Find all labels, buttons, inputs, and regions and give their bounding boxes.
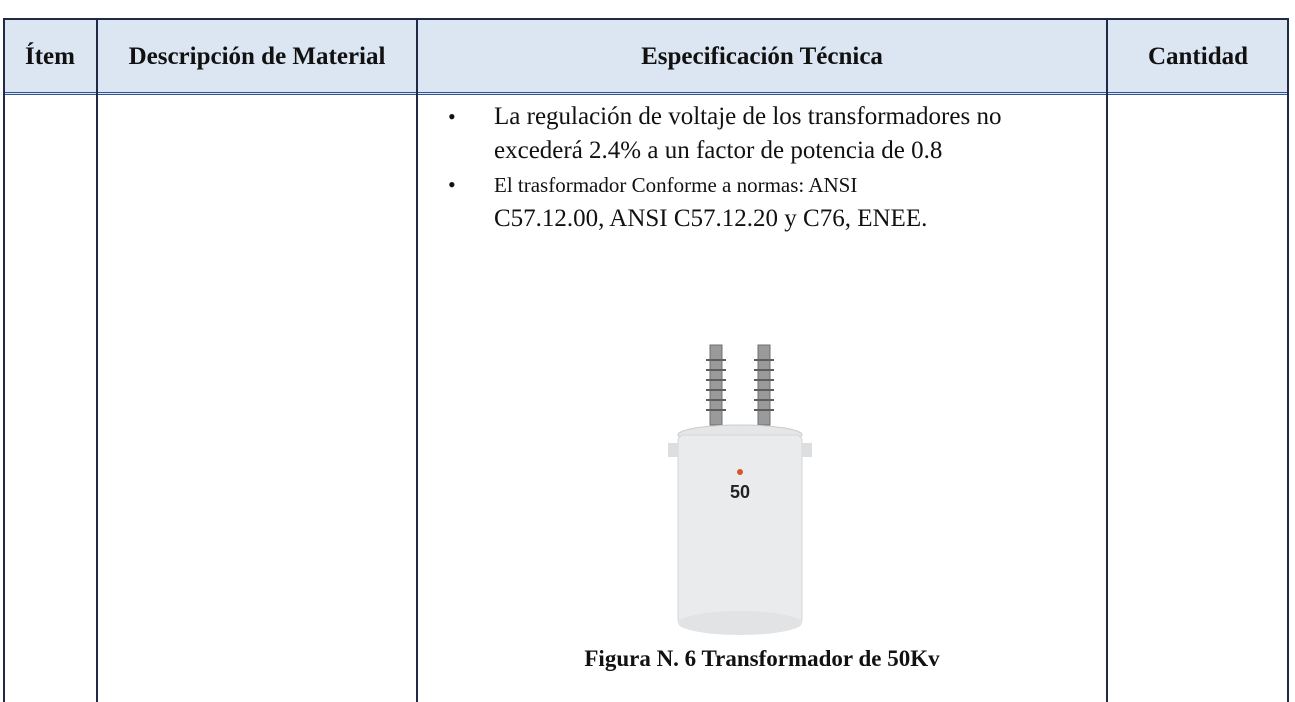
bullet-text: C57.12.00, ANSI C57.12.20 y C76, ENEE. — [494, 205, 928, 232]
bullet-text: La regulación de voltaje de los transfor… — [494, 103, 1002, 164]
figure-label: 50 — [730, 482, 750, 502]
border — [1287, 18, 1289, 702]
spec-list: La regulación de voltaje de los transfor… — [442, 100, 1092, 236]
bullet-text: El trasformador Conforme a normas: ANSI — [494, 173, 858, 197]
bullet: El trasformador Conforme a normas: ANSI C… — [442, 168, 1092, 236]
transformer-image: 50 — [668, 344, 812, 635]
figure-caption: Figura N. 6 Transformador de 50Kv — [584, 646, 940, 671]
header-cell: Descripción de Material — [97, 18, 417, 95]
header-cell: Ítem — [3, 18, 97, 95]
border — [1106, 18, 1108, 702]
border — [96, 18, 98, 702]
bullet: La regulación de voltaje de los transfor… — [442, 100, 1092, 168]
header-cell: Especificación Técnica — [417, 18, 1107, 95]
header-cell: Cantidad — [1107, 18, 1289, 95]
border — [3, 18, 5, 702]
border — [416, 18, 418, 702]
